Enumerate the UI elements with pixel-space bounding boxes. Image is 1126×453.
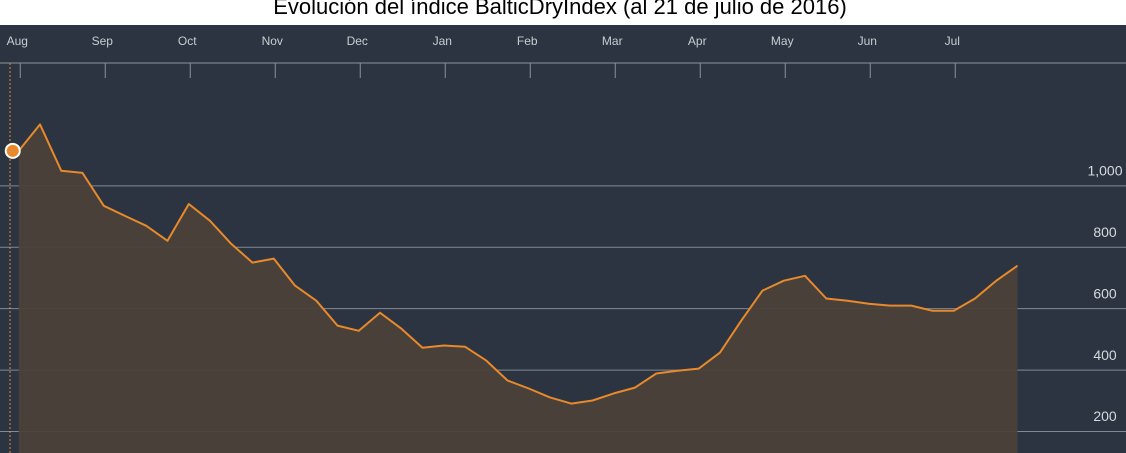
x-tick-label: Sep (92, 34, 114, 48)
start-point (4, 142, 21, 159)
chart-title: Evolución del índice BalticDryIndex (al … (273, 0, 847, 19)
x-tick-label: Dec (347, 34, 368, 48)
x-tick-label: Oct (178, 34, 197, 48)
y-tick-label: 800 (1093, 224, 1117, 240)
area (18, 124, 1018, 453)
x-tick-label: Jan (433, 34, 452, 48)
x-tick-label: Mar (602, 34, 623, 48)
y-tick-label: 1,000 (1087, 163, 1122, 179)
y-tick-label: 400 (1093, 347, 1117, 363)
x-tick-label: Jun (858, 34, 877, 48)
y-tick-label: 600 (1093, 285, 1117, 301)
x-tick-label: Feb (517, 34, 538, 48)
line (18, 123, 1019, 405)
x-tick-label: Aug (7, 34, 28, 48)
x-tick-label: Jul (945, 34, 960, 48)
y-tick-label: 200 (1093, 408, 1117, 424)
x-tick-label: Apr (688, 34, 707, 48)
x-tick-label: May (771, 34, 794, 48)
x-tick-label: Nov (262, 34, 283, 48)
